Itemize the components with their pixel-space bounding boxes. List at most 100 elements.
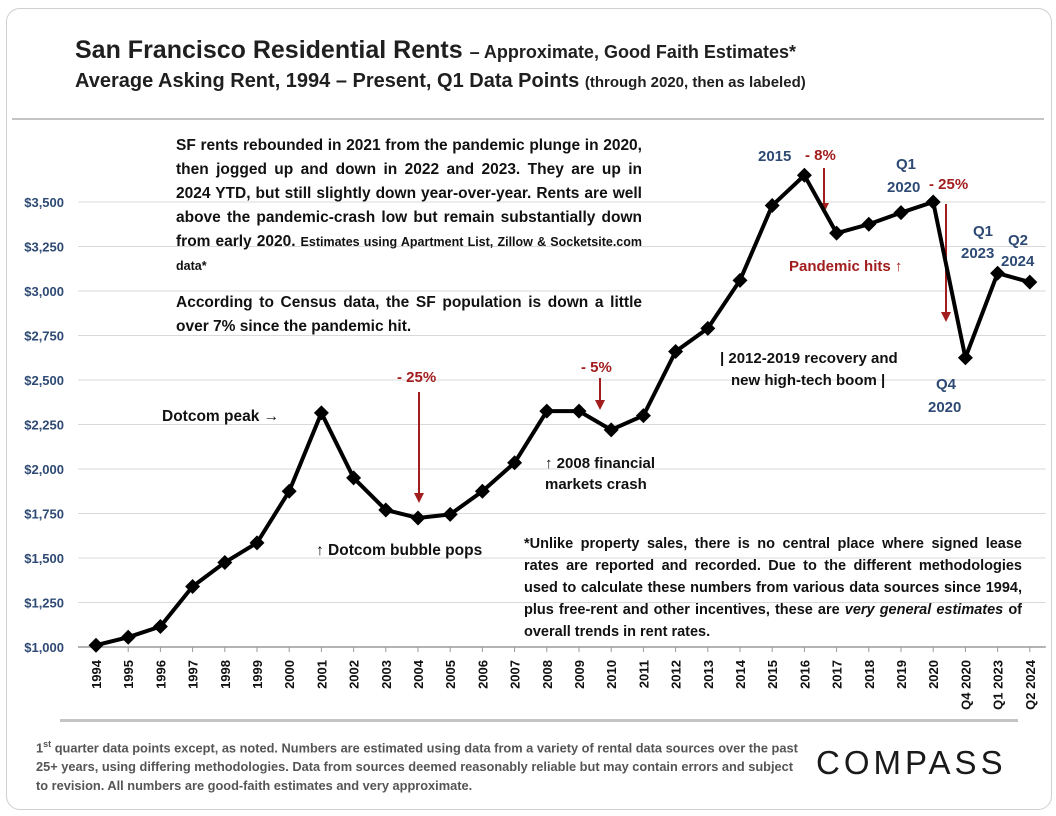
annotation-label: new high-tech boom | bbox=[731, 372, 885, 389]
annotation-label: ↑ Dotcom bubble pops bbox=[316, 542, 482, 559]
arrow-pandemic-drop-head bbox=[941, 312, 951, 322]
data-point bbox=[539, 403, 555, 419]
data-point bbox=[474, 483, 490, 499]
footer-one: 1 bbox=[36, 740, 44, 756]
footer-note: 1st quarter data points except, as noted… bbox=[36, 735, 806, 795]
annotation-label: Q1 bbox=[896, 156, 916, 173]
population-note: According to Census data, the SF populat… bbox=[176, 294, 642, 335]
annotation-label: - 8% bbox=[805, 147, 836, 164]
x-tick-label: 2003 bbox=[379, 660, 394, 689]
annotation-label: 2020 bbox=[887, 179, 920, 196]
data-point bbox=[957, 350, 973, 366]
annotation-label: | 2012-2019 recovery and bbox=[720, 350, 898, 367]
annotation-label: 2023 bbox=[961, 245, 994, 262]
x-tick-label: Q2 2024 bbox=[1023, 659, 1038, 710]
disclaimer-note: *Unlike property sales, there is no cent… bbox=[524, 533, 1022, 643]
x-tick-label: 2017 bbox=[830, 660, 845, 689]
title-main: San Francisco Residential Rents bbox=[75, 36, 463, 64]
data-point bbox=[346, 470, 362, 486]
summary-sources: Estimates using Apartment List, Zillow &… bbox=[176, 235, 643, 273]
data-point bbox=[764, 198, 780, 214]
x-tick-label: 2012 bbox=[669, 660, 684, 689]
x-tick-label: 1994 bbox=[89, 659, 104, 689]
x-tick-label: 2016 bbox=[797, 660, 812, 689]
x-tick-label: 2013 bbox=[701, 660, 716, 689]
y-tick-label: $1,250 bbox=[24, 596, 64, 611]
data-point bbox=[861, 216, 877, 232]
y-tick-label: $1,000 bbox=[24, 640, 64, 655]
x-tick-label: 2015 bbox=[765, 660, 780, 689]
x-tick-label: 1998 bbox=[218, 660, 233, 689]
data-point bbox=[1022, 274, 1038, 290]
annotation-label: - 25% bbox=[397, 369, 436, 386]
arrow-2008-drop-head bbox=[595, 400, 605, 410]
data-point bbox=[603, 422, 619, 438]
annotation-label: Q1 bbox=[973, 223, 993, 240]
annotation-label: - 25% bbox=[929, 176, 968, 193]
y-tick-label: $3,000 bbox=[24, 284, 64, 299]
data-point bbox=[732, 272, 748, 288]
title-main-suffix: – Approximate, Good Faith Estimates* bbox=[469, 42, 796, 62]
annotation-label: Q2 bbox=[1008, 232, 1028, 249]
chart-subtitle: Average Asking Rent, 1994 – Present, Q1 … bbox=[75, 70, 806, 93]
x-axis-labels: 1994 1995 1996 1997 1998 1999 2000 2001 2002 2003… bbox=[89, 659, 1038, 710]
annotation-label: 2015 bbox=[758, 148, 791, 165]
annotation-label: ↑ 2008 financial bbox=[545, 455, 655, 472]
x-tick-label: 2014 bbox=[733, 659, 748, 689]
footer-text: quarter data points except, as noted. Nu… bbox=[36, 740, 798, 794]
x-tick-label: 2006 bbox=[475, 660, 490, 689]
gridlines bbox=[78, 201, 1046, 652]
y-tick-label: $2,750 bbox=[24, 329, 64, 344]
data-point bbox=[313, 405, 329, 421]
y-tick-label: $2,000 bbox=[24, 462, 64, 477]
data-series bbox=[88, 167, 1038, 653]
x-tick-label: Q1 2023 bbox=[991, 660, 1006, 710]
data-point bbox=[120, 629, 136, 645]
disclaimer-part-a: *Unlike property sales, there is no cent… bbox=[524, 536, 1022, 618]
x-tick-label: 2011 bbox=[636, 660, 651, 688]
subtitle-text: Average Asking Rent, 1994 – Present, Q1 … bbox=[75, 70, 580, 92]
annotation-label: - 5% bbox=[581, 359, 612, 376]
x-tick-label: 2010 bbox=[604, 660, 619, 689]
chart-annotations: Dotcom peak → ↑ Dotcom bubble pops - 25% - … bbox=[162, 147, 1035, 559]
data-point bbox=[990, 265, 1006, 281]
compass-logo: COMPASS bbox=[816, 744, 1007, 781]
y-tick-label: $1,750 bbox=[24, 507, 64, 522]
x-tick-label: 2002 bbox=[347, 660, 362, 689]
data-point bbox=[442, 506, 458, 522]
disclaimer-part-b: of overall trends in rent rates. bbox=[524, 602, 1023, 640]
data-point bbox=[185, 578, 201, 594]
data-point bbox=[507, 455, 523, 471]
data-point bbox=[700, 320, 716, 336]
summary-text: SF rents rebounded in 2021 from the pand… bbox=[176, 137, 642, 250]
data-point bbox=[281, 483, 297, 499]
data-point bbox=[668, 344, 684, 360]
x-tick-label: 2007 bbox=[508, 660, 523, 689]
data-point bbox=[635, 408, 651, 424]
annotation-label: markets crash bbox=[545, 476, 647, 493]
data-point bbox=[410, 510, 426, 526]
chart-title: San Francisco Residential Rents – Approx… bbox=[75, 36, 796, 65]
x-tick-label: 2004 bbox=[411, 659, 426, 689]
data-point bbox=[925, 194, 941, 210]
annotation-label: 2020 bbox=[928, 399, 961, 416]
header-divider bbox=[12, 118, 1044, 120]
x-tick-label: 2020 bbox=[926, 660, 941, 689]
disclaimer-emphasis: very general estimates bbox=[844, 602, 1004, 618]
x-tick-label: 1999 bbox=[250, 660, 265, 689]
data-point bbox=[829, 225, 845, 241]
data-point bbox=[217, 554, 233, 570]
y-axis-labels: $1,000 $1,250 $1,500 $1,750 $2,000 $2,250 $2,5… bbox=[24, 195, 64, 655]
summary-note: SF rents rebounded in 2021 from the pand… bbox=[176, 134, 642, 278]
annotation-label: Pandemic hits ↑ bbox=[789, 258, 902, 275]
data-point bbox=[378, 502, 394, 518]
y-tick-label: $3,500 bbox=[24, 195, 64, 210]
annotation-label: Q4 bbox=[936, 376, 957, 393]
data-point bbox=[249, 535, 265, 551]
y-tick-label: $3,250 bbox=[24, 240, 64, 255]
x-tick-label: 2019 bbox=[894, 660, 909, 689]
y-tick-label: $2,250 bbox=[24, 418, 64, 433]
x-tick-label: 2018 bbox=[862, 660, 877, 689]
x-tick-label: 2009 bbox=[572, 660, 587, 689]
footer-sup: st bbox=[43, 739, 52, 749]
